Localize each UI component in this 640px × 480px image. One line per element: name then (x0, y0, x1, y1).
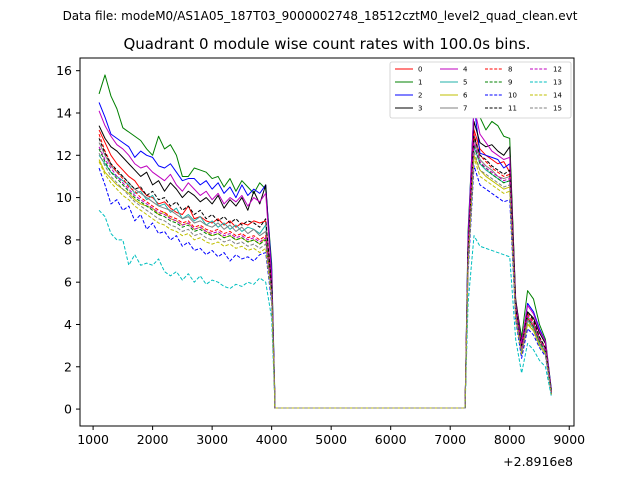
series-line-11 (98, 135, 552, 409)
y-axis: 0 2 4 6 8 10 12 14 16 (56, 63, 80, 417)
y-tick-label: 14 (56, 105, 72, 120)
legend-label-3: 3 (418, 105, 422, 113)
series-line-7 (98, 137, 552, 409)
legend-label-14: 14 (553, 92, 562, 100)
x-tick-label: 1000 (77, 432, 109, 447)
x-tick-label: 8000 (494, 432, 526, 447)
series-line-3 (98, 120, 552, 409)
legend-label-9: 9 (508, 79, 512, 87)
series-line-8 (98, 133, 552, 409)
x-offset-label: +2.8916e8 (503, 454, 573, 469)
y-tick-label: 6 (64, 275, 72, 290)
legend-label-8: 8 (508, 66, 512, 74)
y-tick-label: 12 (56, 148, 72, 163)
series-line-0 (98, 129, 552, 409)
series-line-15 (98, 150, 552, 409)
y-tick-label: 16 (56, 63, 72, 78)
legend-label-11: 11 (508, 105, 517, 113)
series-line-2 (98, 102, 552, 409)
x-tick-label: 7000 (434, 432, 466, 447)
y-tick-label: 2 (64, 359, 72, 374)
x-tick-label: 6000 (375, 432, 407, 447)
legend-label-2: 2 (418, 92, 422, 100)
y-tick-label: 10 (56, 190, 72, 205)
legend-label-13: 13 (553, 79, 562, 87)
legend-label-7: 7 (463, 105, 467, 113)
x-axis: 1000 2000 3000 4000 5000 6000 7000 8000 9000 (77, 426, 585, 447)
series-line-1 (98, 74, 552, 409)
series-line-5 (98, 146, 552, 409)
legend-label-15: 15 (553, 105, 562, 113)
plot-frame (79, 57, 575, 427)
legend-label-5: 5 (463, 79, 467, 87)
legend-label-6: 6 (463, 92, 468, 100)
y-tick-label: 4 (64, 317, 72, 332)
plot-lines (98, 74, 552, 409)
legend-label-4: 4 (463, 66, 468, 74)
series-line-10 (98, 165, 552, 409)
series-line-14 (98, 156, 552, 409)
series-line-4 (98, 106, 552, 409)
series-line-13 (98, 209, 552, 409)
y-tick-label: 0 (64, 402, 72, 417)
series-line-9 (98, 144, 552, 409)
x-tick-label: 2000 (137, 432, 169, 447)
series-line-12 (98, 142, 552, 409)
x-tick-label: 5000 (315, 432, 347, 447)
x-tick-label: 4000 (256, 432, 288, 447)
chart-title: Quadrant 0 module wise count rates with … (123, 35, 530, 53)
x-tick-label: 3000 (196, 432, 228, 447)
legend-box (389, 61, 572, 119)
chart-suptitle: Data file: modeM0/AS1A05_187T03_90000027… (63, 9, 578, 23)
y-tick-label: 8 (64, 232, 72, 247)
x-tick-label: 9000 (553, 432, 585, 447)
legend-label-0: 0 (418, 66, 422, 74)
legend-label-12: 12 (553, 66, 562, 74)
legend-label-1: 1 (418, 79, 422, 87)
legend-label-10: 10 (508, 92, 517, 100)
series-line-6 (98, 154, 552, 409)
